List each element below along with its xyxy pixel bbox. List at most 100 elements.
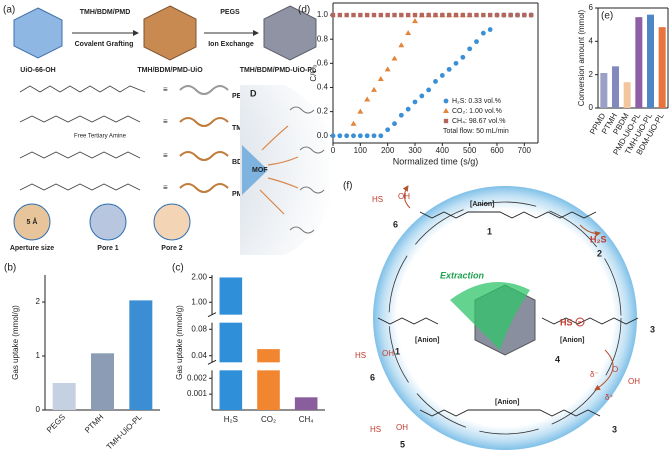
x-tick-label: CO₂ xyxy=(261,415,276,424)
marker xyxy=(364,133,370,139)
legend-label: CO₂: 1.00 vol.% xyxy=(452,108,502,115)
compound-number: 4 xyxy=(555,354,560,364)
charge-symbol xyxy=(575,317,585,327)
marker xyxy=(357,108,364,114)
compound-number: 6 xyxy=(370,372,375,382)
x-tick-label: 300 xyxy=(408,146,422,155)
y-axis-title: Gas uptake (mmol/g) xyxy=(175,305,184,380)
marker xyxy=(453,60,459,66)
marker xyxy=(357,133,363,139)
marker xyxy=(443,118,449,124)
y-tick-label: 2 xyxy=(589,70,594,79)
marker xyxy=(508,12,513,18)
marker xyxy=(384,66,391,72)
y-tick-label: 1 xyxy=(36,351,41,360)
marker xyxy=(501,12,507,18)
molecule-label: HS xyxy=(355,351,366,360)
compound-number: 3 xyxy=(650,324,655,334)
x-tick-label: PEGS xyxy=(45,413,67,435)
equiv: ≡ xyxy=(163,117,168,126)
bar xyxy=(219,370,243,410)
marker xyxy=(399,12,404,18)
marker xyxy=(419,12,425,18)
bar xyxy=(129,300,153,410)
step: Covalent Grafting xyxy=(75,41,134,48)
marker xyxy=(480,30,486,36)
reagent: PEGS xyxy=(220,9,240,16)
y-tick-label: 1.0 xyxy=(317,10,329,19)
marker xyxy=(443,98,449,104)
charge: δ⁻ xyxy=(590,370,599,379)
equiv: ≡ xyxy=(163,85,168,94)
marker xyxy=(460,12,466,18)
structures xyxy=(19,85,146,191)
arrow xyxy=(402,185,411,209)
anion: [Anion] xyxy=(470,201,495,208)
y-tick-label: 2.00 xyxy=(191,273,207,282)
legend-label: H₂S: 0.33 vol.% xyxy=(452,98,501,105)
equiv: ≡ xyxy=(163,183,168,192)
inset xyxy=(240,85,330,255)
x-tick-label: 600 xyxy=(490,146,504,155)
molecule-label: OH xyxy=(398,192,410,201)
extraction-arrow xyxy=(450,282,530,350)
anion: [Anion] xyxy=(495,399,520,406)
marker xyxy=(515,12,520,18)
mof-crystal xyxy=(143,5,197,61)
charge: δ⁺ xyxy=(605,393,614,402)
marker xyxy=(440,12,445,18)
molecule-label: HS xyxy=(370,425,381,434)
marker xyxy=(412,18,418,24)
x-tick-label: 100 xyxy=(354,146,368,155)
marker xyxy=(391,55,398,61)
legend-label: CH₄: 98.67 vol.% xyxy=(452,118,505,125)
bar xyxy=(219,322,243,363)
material: TMH/BDM/PMD-UiO-PL xyxy=(240,67,317,74)
bar xyxy=(600,73,608,108)
marker xyxy=(364,96,371,102)
bar xyxy=(219,277,243,315)
bar xyxy=(623,82,631,108)
marker xyxy=(467,46,473,52)
bar xyxy=(635,17,643,109)
pores xyxy=(13,203,191,241)
bar xyxy=(52,383,76,410)
marker xyxy=(426,87,432,93)
marker xyxy=(528,12,534,18)
panel-label: (c) xyxy=(172,263,184,274)
y-tick-label: 0.0 xyxy=(317,131,329,140)
axis-break xyxy=(207,312,217,318)
marker xyxy=(398,112,404,118)
pore-label: Pore 1 xyxy=(97,245,119,252)
marker xyxy=(385,127,391,133)
pore-label: Pore 2 xyxy=(161,245,183,252)
ligand-icons xyxy=(179,85,229,193)
bar xyxy=(257,349,280,363)
marker xyxy=(405,12,411,18)
marker xyxy=(392,121,397,127)
molecule-label: O xyxy=(612,365,618,374)
marker xyxy=(446,66,452,72)
marker xyxy=(371,86,377,92)
x-tick-label: CH₄ xyxy=(299,415,314,424)
marker xyxy=(433,79,438,84)
compound-number: 1 xyxy=(395,346,400,356)
marker xyxy=(358,12,363,18)
compound-number: 3 xyxy=(612,424,617,434)
marker xyxy=(460,54,466,60)
compound-number: 2 xyxy=(597,248,602,258)
y-tick-label: 1.00 xyxy=(191,297,207,306)
chains xyxy=(377,211,639,417)
marker xyxy=(412,12,418,18)
compound-number: 1 xyxy=(487,226,492,236)
x-tick-label: PTMH xyxy=(83,412,106,435)
marker xyxy=(439,73,445,78)
y-tick-label: 0.002 xyxy=(187,373,208,382)
bar xyxy=(91,353,114,410)
anion: [Anion] xyxy=(560,337,585,344)
arrow xyxy=(579,224,601,237)
equiv: ≡ xyxy=(163,151,168,160)
panel-label: (b) xyxy=(4,263,16,274)
bar xyxy=(294,397,318,410)
